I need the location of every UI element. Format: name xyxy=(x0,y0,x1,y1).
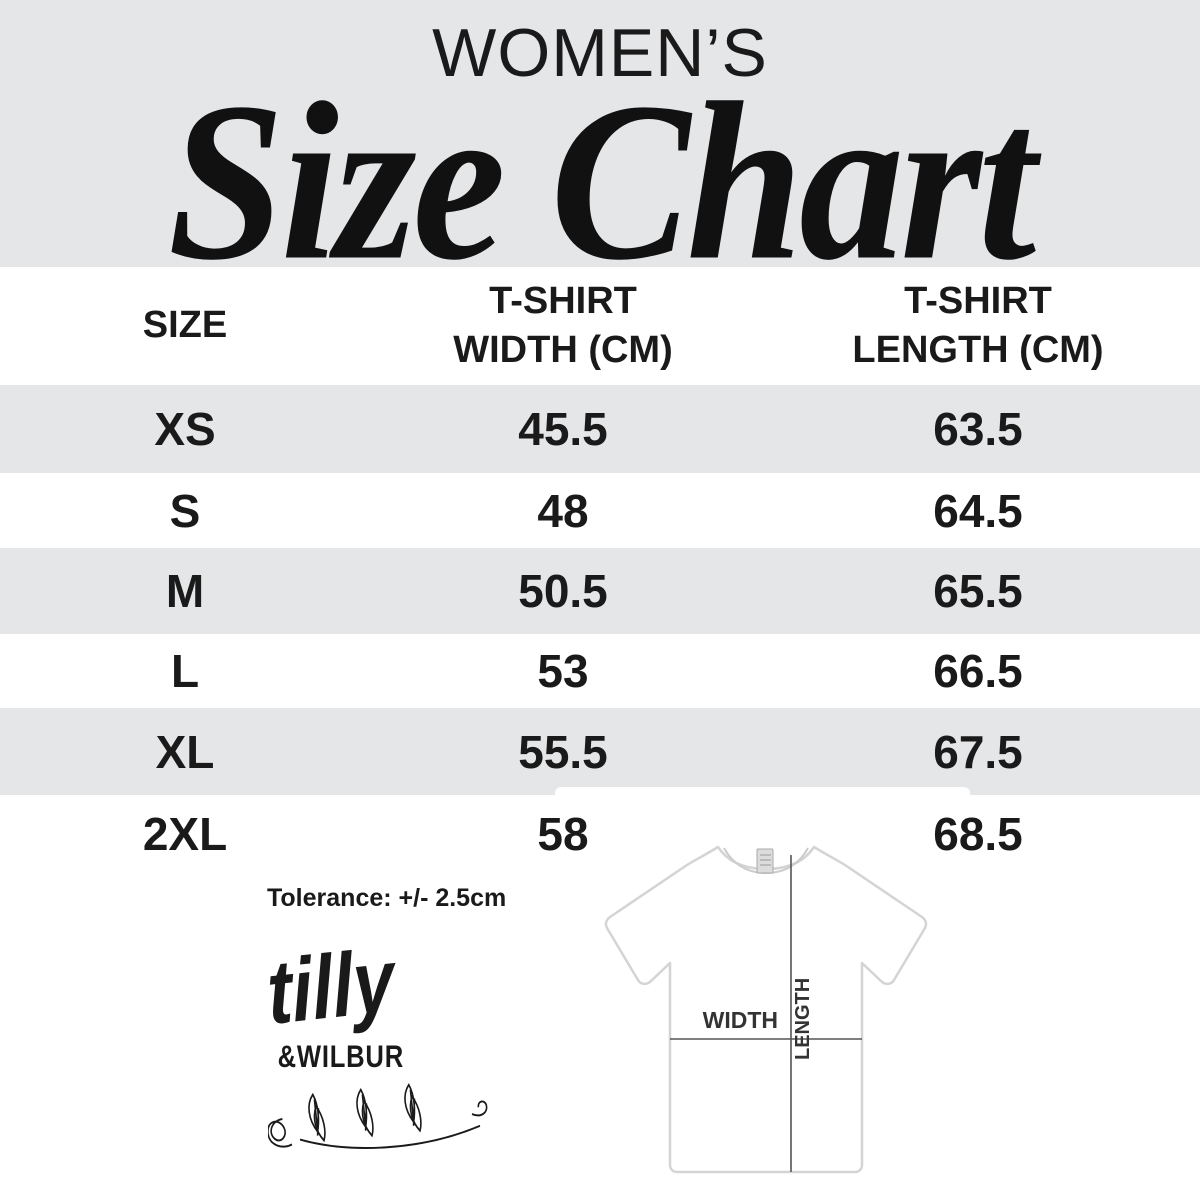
svg-text:tilly: tilly xyxy=(268,938,401,1044)
svg-text:&WILBUR: &WILBUR xyxy=(278,1040,404,1075)
svg-text:WIDTH: WIDTH xyxy=(703,1007,778,1033)
svg-text:LENGTH: LENGTH xyxy=(792,978,814,1060)
